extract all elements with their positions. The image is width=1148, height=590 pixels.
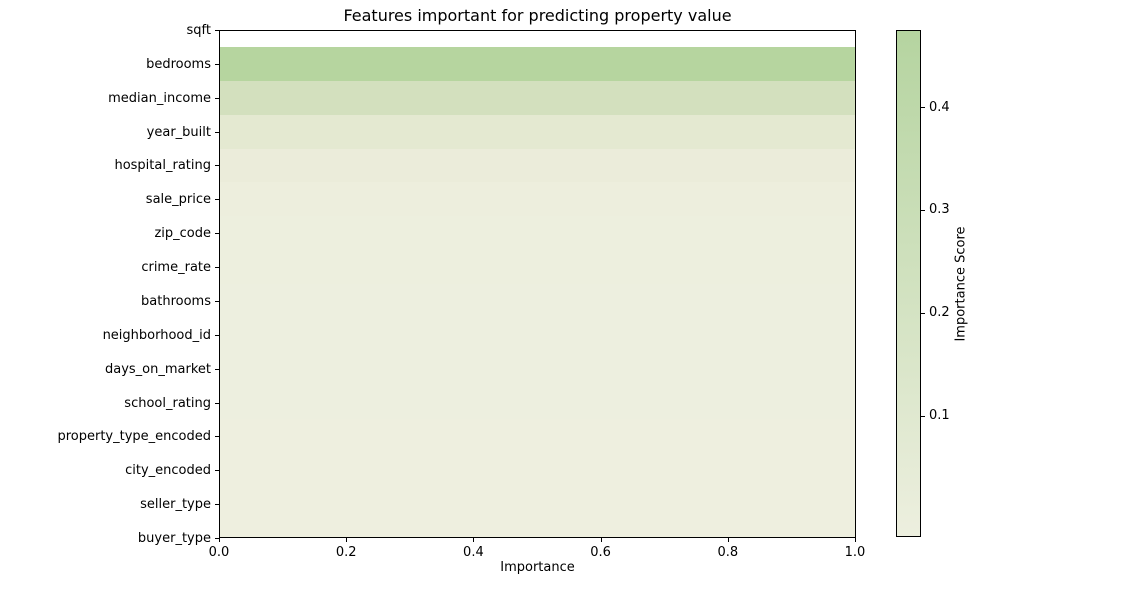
y-tick-mark: [215, 334, 219, 336]
y-tick-mark: [215, 402, 219, 404]
y-tick-mark: [215, 300, 219, 302]
bar-school_rating: [219, 385, 856, 420]
bar-median_income: [219, 80, 856, 115]
colorbar-tick-label: 0.1: [929, 408, 950, 424]
bar-days_on_market: [219, 351, 856, 386]
colorbar-tick-label: 0.3: [929, 202, 950, 218]
y-tick-mark: [215, 63, 219, 65]
bar-property_type_encoded: [219, 419, 856, 454]
y-tick-mark: [215, 470, 219, 472]
y-tick-mark: [215, 368, 219, 370]
y-tick-mark: [215, 504, 219, 506]
bar-zip_code: [219, 216, 856, 251]
x-tick-label: 0.0: [208, 545, 230, 560]
colorbar-tick-mark: [921, 312, 925, 314]
y-tick-label-seller_type: seller_type: [140, 497, 211, 513]
y-tick-label-property_type_encoded: property_type_encoded: [57, 429, 211, 445]
colorbar-tick-label: 0.4: [929, 99, 950, 115]
y-tick-label-neighborhood_id: neighborhood_id: [102, 327, 211, 343]
x-tick-label: 0.2: [335, 545, 357, 560]
chart-title: Features important for predicting proper…: [343, 6, 732, 25]
y-tick-mark: [215, 267, 219, 269]
bar-hospital_rating: [219, 148, 856, 183]
y-tick-label-crime_rate: crime_rate: [141, 260, 211, 276]
y-tick-label-sale_price: sale_price: [145, 192, 211, 208]
colorbar-tick-mark: [921, 209, 925, 211]
x-tick-mark: [855, 538, 856, 542]
x-tick-label: 1.0: [844, 545, 866, 560]
y-tick-label-median_income: median_income: [108, 90, 211, 106]
bar-bathrooms: [219, 284, 856, 318]
bar-buyer_type: [219, 521, 856, 538]
y-tick-mark: [215, 538, 219, 539]
colorbar-tick-mark: [921, 415, 925, 417]
y-tick-mark: [215, 436, 219, 438]
y-tick-label-days_on_market: days_on_market: [104, 361, 211, 377]
x-tick-label: 0.6: [590, 545, 611, 560]
y-tick-label-zip_code: zip_code: [154, 226, 211, 242]
y-tick-label-school_rating: school_rating: [124, 395, 211, 411]
bar-crime_rate: [219, 250, 856, 284]
bar-seller_type: [219, 487, 856, 522]
x-tick-label: 0.4: [463, 545, 484, 560]
y-tick-label-year_built: year_built: [146, 124, 211, 140]
x-axis-label: Importance: [500, 560, 575, 575]
y-tick-mark: [215, 199, 219, 201]
bar-neighborhood_id: [219, 317, 856, 352]
x-tick-mark: [346, 538, 348, 542]
y-tick-label-bedrooms: bedrooms: [146, 56, 211, 72]
y-tick-mark: [215, 165, 219, 167]
x-tick-mark: [219, 538, 220, 542]
bar-sale_price: [219, 182, 856, 217]
bar-year_built: [219, 114, 856, 149]
colorbar-tick-label: 0.2: [929, 305, 950, 321]
y-tick-mark: [215, 131, 219, 133]
bar-bedrooms: [219, 46, 856, 81]
y-tick-mark: [215, 30, 219, 31]
x-tick-label: 0.8: [717, 545, 739, 560]
colorbar-axis-label: Importance Score: [953, 226, 969, 342]
x-tick-mark: [600, 538, 602, 542]
x-tick-mark: [727, 538, 729, 542]
y-tick-label-bathrooms: bathrooms: [141, 293, 211, 309]
x-tick-mark: [473, 538, 475, 542]
plot-area: [219, 30, 856, 538]
y-tick-mark: [215, 233, 219, 235]
colorbar-tick-mark: [921, 107, 925, 109]
colorbar: [896, 30, 921, 537]
y-tick-label-buyer_type: buyer_type: [137, 531, 211, 546]
y-tick-label-city_encoded: city_encoded: [125, 463, 211, 479]
y-tick-label-sqft: sqft: [186, 23, 211, 38]
y-tick-mark: [215, 97, 219, 99]
bar-city_encoded: [219, 453, 856, 488]
bar-sqft: [219, 30, 856, 47]
y-tick-label-hospital_rating: hospital_rating: [114, 158, 211, 174]
